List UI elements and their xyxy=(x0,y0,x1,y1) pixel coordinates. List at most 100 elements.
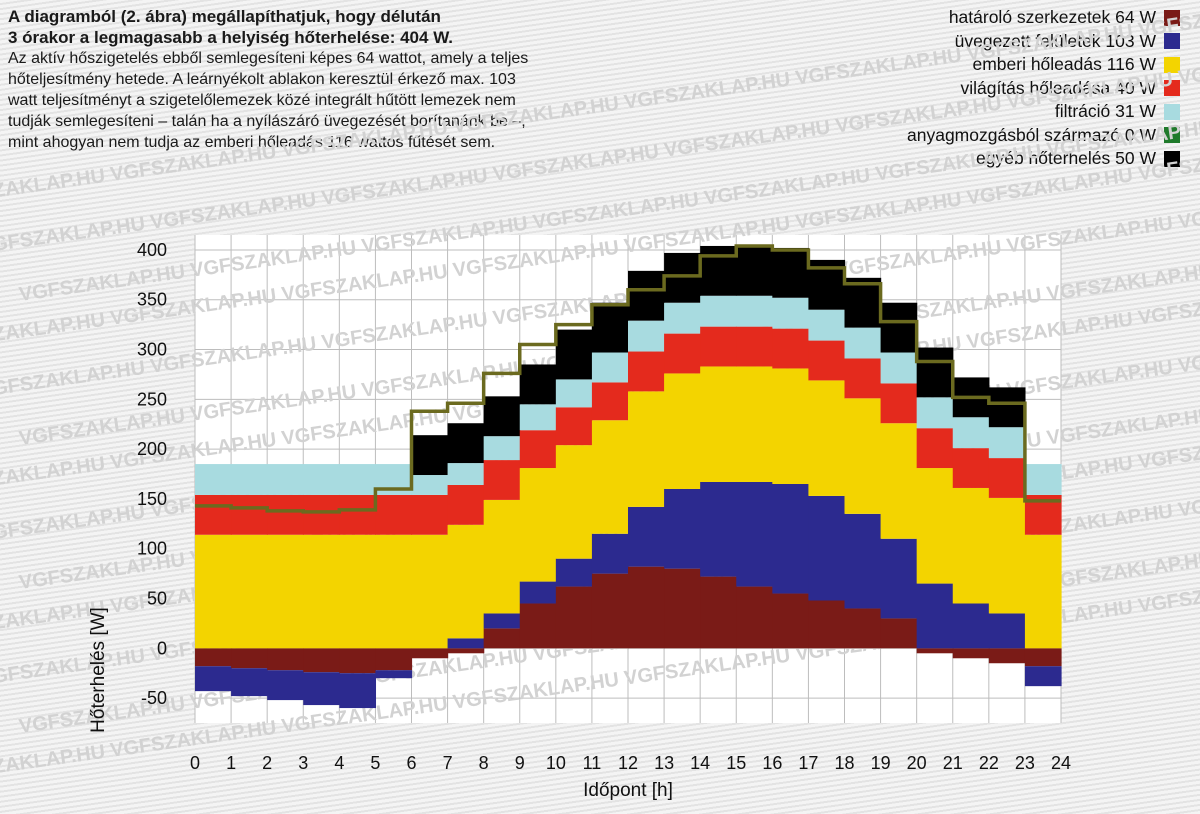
area-segment xyxy=(664,333,701,374)
area-segment xyxy=(447,423,485,464)
x-tick-label: 22 xyxy=(979,753,999,773)
y-tick-label: 300 xyxy=(137,340,167,360)
area-segment xyxy=(916,648,954,654)
area-segment xyxy=(231,668,268,697)
x-tick-label: 19 xyxy=(871,753,891,773)
area-segment xyxy=(736,481,773,587)
area-segment xyxy=(916,347,954,398)
x-tick-label: 16 xyxy=(762,753,782,773)
intro-line-2: hőteljesítmény hetede. A leárnyékolt abl… xyxy=(8,71,516,88)
area-segment xyxy=(231,534,268,649)
area-segment xyxy=(195,494,232,535)
area-segment xyxy=(483,499,521,614)
area-segment xyxy=(628,506,665,567)
area-segment xyxy=(591,573,629,649)
x-tick-label: 5 xyxy=(370,753,380,773)
area-segment xyxy=(339,494,377,535)
area-segment xyxy=(411,648,449,659)
y-tick-label: 100 xyxy=(137,539,167,559)
area-segment xyxy=(267,648,304,671)
area-segment xyxy=(555,445,593,559)
legend-swatch xyxy=(1164,80,1180,97)
area-segment xyxy=(988,458,1026,498)
y-tick-label: 400 xyxy=(137,240,167,260)
area-segment xyxy=(844,277,882,328)
y-axis-label: Hőterhelés [W] xyxy=(88,607,109,733)
area-segment xyxy=(447,524,485,639)
area-segment xyxy=(772,247,810,298)
legend-item-glazing: üvegezett felületek 103 W xyxy=(907,30,1180,54)
area-segment xyxy=(736,245,773,296)
area-segment xyxy=(231,464,268,495)
area-segment xyxy=(664,252,701,303)
area-segment xyxy=(772,328,810,369)
area-segment xyxy=(700,481,737,577)
intro-line-1: Az aktív hőszigetelés ebből semlegesíten… xyxy=(8,50,529,67)
area-segment xyxy=(628,351,665,392)
area-segment xyxy=(808,309,846,341)
area-segment xyxy=(772,483,810,594)
area-segment xyxy=(808,380,846,496)
intro-text: A diagramból (2. ábra) megállapíthatjuk,… xyxy=(8,6,648,153)
legend-swatch xyxy=(1164,33,1180,50)
area-segment xyxy=(916,583,954,649)
area-segment xyxy=(375,494,413,535)
x-tick-label: 11 xyxy=(583,753,602,773)
area-segment xyxy=(555,407,593,446)
area-segment xyxy=(988,648,1026,664)
legend-label: anyagmozgásból származó 0 W xyxy=(907,124,1156,145)
area-segment xyxy=(519,603,557,649)
x-tick-label: 1 xyxy=(226,753,236,773)
area-segment xyxy=(591,382,629,421)
area-segment xyxy=(772,297,810,329)
legend-swatch xyxy=(1164,9,1180,26)
area-segment xyxy=(231,494,268,535)
area-segment xyxy=(808,600,846,649)
area-segment xyxy=(339,534,377,649)
area-segment xyxy=(267,464,304,495)
x-axis-label: Időpont [h] xyxy=(583,780,673,801)
x-tick-label: 20 xyxy=(907,753,927,773)
area-segment xyxy=(844,327,882,359)
y-tick-label: 150 xyxy=(137,489,167,509)
area-segment xyxy=(339,648,377,674)
area-segment xyxy=(519,404,557,431)
x-tick-label: 23 xyxy=(1015,753,1035,773)
area-segment xyxy=(411,494,449,535)
legend-label: világítás hőleadása 40 W xyxy=(960,77,1156,98)
area-segment xyxy=(808,495,846,601)
legend-swatch xyxy=(1164,56,1180,73)
area-segment xyxy=(700,295,737,327)
y-tick-label: 250 xyxy=(137,389,167,409)
area-segment xyxy=(519,468,557,582)
area-segment xyxy=(555,379,593,408)
area-segment xyxy=(628,391,665,507)
area-segment xyxy=(916,468,954,584)
area-segment xyxy=(1024,534,1062,649)
x-tick-label: 13 xyxy=(654,753,674,773)
area-segment xyxy=(231,648,268,669)
area-segment xyxy=(1024,666,1062,687)
x-tick-label: 14 xyxy=(690,753,710,773)
legend-label: filtráció 31 W xyxy=(1054,101,1156,122)
intro-line-4: tudják semlegesíteni – talán ha a nyílás… xyxy=(8,113,526,130)
x-tick-label: 7 xyxy=(443,753,453,773)
area-segment xyxy=(664,488,701,569)
area-segment xyxy=(664,302,701,334)
area-segment xyxy=(880,302,918,353)
x-tick-label: 15 xyxy=(726,753,746,773)
y-tick-label: 200 xyxy=(137,439,167,459)
area-segment xyxy=(700,576,737,649)
area-segment xyxy=(447,484,485,525)
area-segment xyxy=(880,618,918,649)
area-segment xyxy=(267,534,304,649)
area-segment xyxy=(447,463,485,485)
x-tick-label: 17 xyxy=(798,753,818,773)
area-segment xyxy=(880,423,918,539)
area-segment xyxy=(375,648,413,671)
area-segment xyxy=(519,364,557,405)
area-segment xyxy=(339,464,377,495)
area-segment xyxy=(952,603,990,649)
area-segment xyxy=(952,417,990,449)
